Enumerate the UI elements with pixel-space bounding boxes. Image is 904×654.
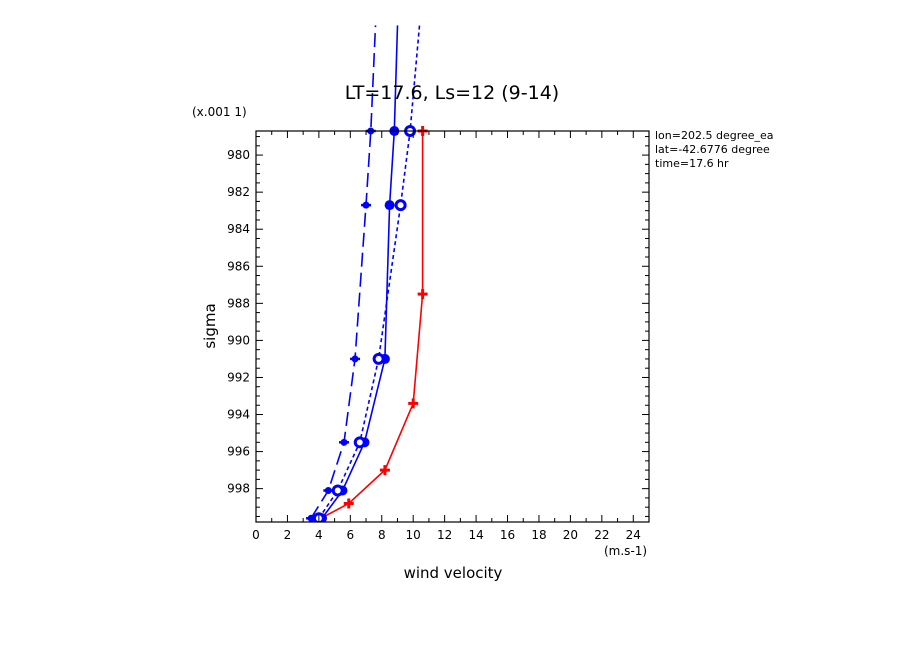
y-scale-label: (x.001 1): [192, 105, 247, 119]
x-tick-label: 14: [468, 528, 483, 542]
x-tick-label: 18: [531, 528, 546, 542]
y-tick-label: 982: [227, 185, 250, 199]
y-axis-label: sigma: [201, 303, 219, 348]
data-point: [384, 200, 395, 211]
annotation-lon: lon=202.5 degree_ea: [655, 129, 774, 142]
y-tick-label: 980: [227, 148, 250, 162]
x-unit-label: (m.s-1): [604, 544, 647, 558]
y-tick-label: 984: [227, 222, 250, 236]
annotation-lat: lat=-42.6776 degree: [655, 143, 770, 156]
data-point: [350, 355, 361, 363]
data-point: [408, 398, 419, 409]
x-axis-label: wind velocity: [404, 564, 503, 582]
data-point: [394, 199, 407, 212]
x-tick-label: 20: [563, 528, 578, 542]
y-tick-label: 986: [227, 259, 250, 273]
x-tick-label: 12: [437, 528, 452, 542]
ticks-layer: 0 2 4 6 8 10 12 14 16 18 20 22 249809829849869889909…: [227, 131, 650, 542]
data-point: [372, 352, 385, 365]
data-point: [353, 436, 366, 449]
x-tick-label: 16: [500, 528, 515, 542]
y-tick-label: 996: [227, 445, 250, 459]
data-point: [379, 465, 390, 476]
x-tick-label: 2: [284, 528, 292, 542]
data-point: [331, 484, 344, 497]
annotation-time: time=17.6 hr: [655, 157, 729, 170]
x-tick-label: 10: [406, 528, 421, 542]
chart-title: LT=17.6, Ls=12 (9-14): [345, 82, 559, 104]
data-point: [339, 438, 350, 446]
x-tick-label: 4: [315, 528, 323, 542]
x-tick-label: 0: [252, 528, 260, 542]
plot-frame: [255, 130, 650, 523]
data-point: [343, 498, 354, 509]
data-point: [361, 201, 372, 209]
y-tick-label: 988: [227, 296, 250, 310]
y-tick-label: 992: [227, 370, 250, 384]
data-point: [323, 486, 334, 494]
x-tick-label: 8: [378, 528, 386, 542]
x-tick-label: 24: [626, 528, 641, 542]
y-tick-label: 998: [227, 482, 250, 496]
x-tick-label: 6: [346, 528, 354, 542]
series-line-0: [315, 131, 424, 522]
data-point: [417, 289, 428, 300]
y-tick-label: 990: [227, 333, 250, 347]
y-tick-label: 994: [227, 408, 250, 422]
x-tick-label: 22: [594, 528, 609, 542]
